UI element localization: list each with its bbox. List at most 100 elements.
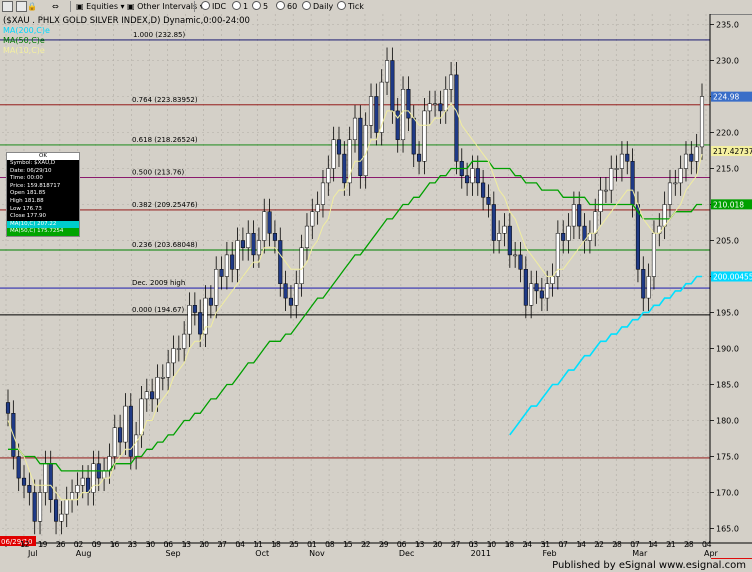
y-tick-label: 215.0	[716, 165, 739, 174]
candle-body	[240, 240, 245, 248]
interval-label: Tick	[348, 2, 364, 11]
x-tick-label: 07	[630, 540, 640, 549]
candle-body	[182, 333, 187, 349]
dropdown-icon: ▣	[127, 2, 135, 11]
candle-body	[513, 254, 518, 257]
level-label: 0.000 (194.67)	[132, 306, 184, 314]
x-tick-label: 07	[558, 540, 568, 549]
x-tick-label: 13	[415, 540, 425, 549]
candle-body	[523, 269, 528, 306]
candle-body	[545, 283, 550, 299]
interval-idc[interactable]: IDC	[201, 1, 226, 13]
candle-body	[251, 233, 256, 256]
candle-body	[342, 153, 347, 184]
month-label: Feb	[542, 549, 556, 558]
level-label: 0.382 (209.25476)	[132, 201, 198, 209]
candle-body	[368, 96, 374, 126]
legend-ma10: MA(10,C)e	[3, 46, 45, 55]
price-badge-text: 217.42737	[713, 147, 752, 156]
candle-body	[304, 225, 310, 248]
x-tick-label: 20	[199, 540, 209, 549]
interval-5[interactable]: 5	[252, 1, 268, 13]
data-row: Price: 159.818717	[10, 182, 61, 189]
candle-body	[630, 161, 635, 205]
y-tick-label: 205.0	[716, 237, 739, 246]
candle-body	[32, 492, 37, 522]
candle-body	[683, 153, 689, 169]
candle-body	[219, 269, 224, 277]
month-label: 2011	[471, 549, 491, 558]
interval-tick[interactable]: Tick	[337, 1, 364, 13]
price-badge-ma10	[711, 146, 752, 157]
candle-body	[689, 153, 694, 162]
candle-body	[507, 225, 512, 256]
interval-60[interactable]: 60	[276, 1, 297, 13]
data-row: High 181.88	[10, 197, 44, 204]
x-tick-label: 16	[110, 540, 120, 549]
x-tick-label: 06	[397, 540, 407, 549]
candle-body	[673, 182, 678, 185]
candle-body	[390, 60, 395, 112]
candle-body	[192, 305, 197, 313]
candle-body	[80, 477, 85, 486]
candle-body	[400, 89, 406, 140]
data-row: Open 181.85	[10, 190, 46, 197]
month-label: Apr	[704, 549, 719, 558]
candle-body	[208, 297, 213, 306]
equities-dropdown[interactable]: ▣ Equities ▾	[76, 1, 125, 13]
month-label: Jul	[27, 549, 38, 558]
y-tick-label: 185.0	[716, 381, 739, 390]
footer: Published by eSignal www.esignal.com	[0, 559, 752, 572]
legend-ma50: MA(50,C)e	[3, 36, 45, 45]
y-tick-label: 170.0	[716, 489, 739, 498]
candle-body	[187, 305, 192, 335]
y-tick-label: 180.0	[716, 417, 739, 426]
candle-body	[102, 470, 107, 479]
chart-title: ($XAU . PHLX GOLD SILVER INDEX,D) Dynami…	[3, 16, 250, 26]
cursor-data-window[interactable]: OK Symbol: $XAU,D Date: 06/29/10 Time: 0…	[6, 152, 80, 237]
level-label: 0.500 (213.76)	[132, 168, 184, 176]
price-chart[interactable]: 1.000 (232.85) 0.764 (223.83952) 0.618 (21…	[0, 14, 752, 559]
window-controls[interactable]	[2, 1, 27, 13]
x-tick-label: 30	[146, 540, 156, 549]
equities-label: Equities	[86, 2, 118, 11]
candles	[5, 47, 705, 535]
other-intervals-dropdown[interactable]: ▣ Other Intervals ▾	[127, 1, 204, 13]
candle-body	[278, 240, 283, 284]
interval-1[interactable]: 1	[232, 1, 248, 13]
legend-ma200: MA(200,C)e	[3, 26, 50, 35]
candle-body	[438, 103, 443, 112]
candle-body	[246, 233, 251, 248]
candle-body	[491, 204, 496, 241]
x-tick-label: 06/29/10	[1, 538, 32, 546]
candle-body	[53, 499, 59, 522]
candle-body	[347, 139, 352, 184]
candle-body	[267, 211, 272, 234]
x-tick-label: 06	[164, 540, 174, 549]
data-row: Date: 06/29/10	[10, 167, 52, 174]
interval-daily[interactable]: Daily	[302, 1, 333, 13]
candle-body	[37, 492, 43, 522]
ma200-line	[509, 275, 702, 436]
candle-body	[609, 168, 614, 191]
x-tick-label: 18	[271, 540, 281, 549]
candle-body	[123, 405, 128, 443]
x-tick-label: 08	[325, 540, 335, 549]
candle-body	[203, 297, 208, 335]
date-marker-badge	[0, 536, 36, 546]
candle-body	[561, 233, 566, 241]
x-tick-label: 20	[433, 540, 443, 549]
candle-body	[571, 204, 576, 227]
candle-body	[433, 103, 438, 105]
link-icon[interactable]: ⇔	[52, 2, 59, 11]
y-tick-label: 165.0	[716, 525, 739, 534]
grid	[2, 14, 710, 543]
candle-body	[235, 240, 240, 270]
candle-body	[294, 283, 299, 306]
candle-body	[256, 240, 261, 256]
lock-icon[interactable]: 🔒	[27, 2, 37, 11]
data-window-header: OK	[7, 153, 79, 160]
x-tick-label: 01	[307, 540, 317, 549]
candle-body	[134, 434, 139, 457]
